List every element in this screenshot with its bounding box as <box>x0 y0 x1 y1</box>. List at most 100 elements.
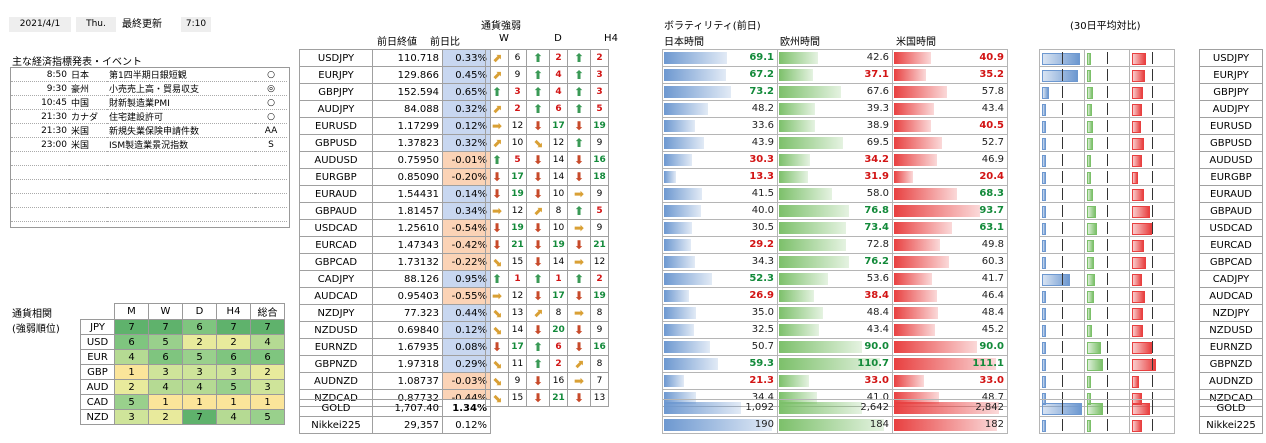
avg30-bar <box>1087 172 1091 184</box>
strength-score: 10 <box>549 185 568 203</box>
avg30-eu <box>1084 83 1130 101</box>
avg30-eu <box>1084 399 1130 417</box>
avg30-marker <box>1107 86 1108 98</box>
vol-us-bar <box>894 239 940 251</box>
correlation-currency: CAD <box>80 394 115 410</box>
strength-score: 11 <box>508 355 527 373</box>
vol-eu-bar <box>779 239 846 251</box>
vol-jp: 35.0 <box>662 304 778 322</box>
vol-us-bar <box>894 324 936 336</box>
correlation-row: AUD 2 4 4 5 3 <box>80 379 285 395</box>
avg30-us <box>1129 134 1175 152</box>
avg30-bar <box>1132 420 1142 432</box>
pair-name: EURCAD <box>299 236 373 254</box>
price-row: GBPAUD 1.81457 0.34% <box>299 202 491 220</box>
correlation-currency: USD <box>80 334 115 350</box>
event-country <box>69 207 107 222</box>
avg30-bar <box>1087 189 1093 201</box>
avg30-bar <box>1132 121 1142 133</box>
price-table: USDJPY 110.718 0.33% EURJPY 129.866 0.45% GBPJ… <box>299 49 491 407</box>
vol-us-bar <box>894 341 977 353</box>
change-value: 0.65% <box>442 83 491 101</box>
change-value: 0.33% <box>442 49 491 67</box>
price-row: AUDCAD 0.95403 -0.55% <box>299 287 491 305</box>
vol-eu: 69.5 <box>777 134 893 152</box>
avg30-marker <box>1062 358 1063 370</box>
avg30-bar <box>1087 308 1092 320</box>
trend-arrow-icon: ⬇ <box>485 236 509 254</box>
vol-us-bar <box>894 402 999 414</box>
pair-name: Nikkei225 <box>299 416 373 434</box>
vol-jp-bar <box>664 239 691 251</box>
avg30-us <box>1129 399 1175 417</box>
trend-arrow-icon: ➡ <box>567 372 591 390</box>
avg30-marker <box>1107 324 1108 336</box>
strength-score: 12 <box>590 253 609 271</box>
pair-label: CADJPY <box>1199 270 1263 288</box>
correlation-corner <box>81 304 115 320</box>
vol-us: 46.4 <box>892 287 1008 305</box>
correlation-rank: 6 <box>114 334 149 350</box>
avg30-bar <box>1042 274 1070 286</box>
pair-name: USDCAD <box>299 219 373 237</box>
avg30-bar <box>1132 325 1143 337</box>
avg30-marker <box>1107 222 1108 234</box>
vol-us-value: 111.1 <box>972 358 1004 369</box>
vol-us-bar <box>894 154 937 166</box>
strength-score: 3 <box>590 66 609 84</box>
event-name: 住宅建設許可 <box>107 109 255 124</box>
avg30-bar <box>1042 420 1046 432</box>
vol-jp-value: 67.2 <box>749 69 774 80</box>
strength-score: 19 <box>549 236 568 254</box>
correlation-rank: 1 <box>182 394 217 410</box>
price-extra-table: GOLD 1,707.40 1.34% Nikkei225 29,357 0.12% <box>299 399 491 434</box>
change-value: 0.08% <box>442 338 491 356</box>
avg30-row <box>1039 338 1175 356</box>
pair-label: EURJPY <box>1199 66 1263 84</box>
strength-title: 通貨強弱 <box>481 21 521 32</box>
trend-arrow-icon: ⬆ <box>526 66 550 84</box>
avg30-bar <box>1132 240 1144 252</box>
events-panel: 8:50 日本 第1四半期日銀短観 ○ 9:30 豪州 小売売上高・貿易収支 ◎ 10:45 中国… <box>10 67 290 228</box>
vol-us-bar <box>894 273 933 285</box>
avg30-marker <box>1062 120 1063 132</box>
event-row: 10:45 中国 財新製造業PMI ○ <box>11 95 287 110</box>
vol-eu: 110.7 <box>777 355 893 373</box>
strength-score: 14 <box>549 253 568 271</box>
strength-row: ⬆ 3 ⬆ 4 ⬆ 3 <box>485 83 609 101</box>
avg30-us <box>1129 185 1175 203</box>
strength-row: ⬇ 17 ⬇ 14 ⬇ 18 <box>485 168 609 186</box>
volatility-row: 21.3 33.0 33.0 <box>662 372 1008 390</box>
trend-arrow-icon: ⬇ <box>526 321 550 339</box>
avg30-eu <box>1084 236 1130 254</box>
correlation-rank: 1 <box>250 394 285 410</box>
vol-eu: 34.2 <box>777 151 893 169</box>
vol-us: 41.7 <box>892 270 1008 288</box>
vol-eu-bar <box>779 154 811 166</box>
event-name <box>107 207 255 222</box>
strength-header-d: D <box>554 33 562 44</box>
vol-us-value: 48.4 <box>981 307 1004 318</box>
vol-eu: 38.4 <box>777 287 893 305</box>
vol-us-bar <box>894 171 913 183</box>
avg30-bar <box>1042 240 1046 252</box>
strength-score: 8 <box>590 355 609 373</box>
correlation-rank: 4 <box>250 334 285 350</box>
vol-jp-value: 29.2 <box>749 239 774 250</box>
correlation-rank: 7 <box>114 319 149 335</box>
avg30-bar <box>1042 291 1046 303</box>
strength-row: ⬈ 9 ⬆ 4 ⬆ 3 <box>485 66 609 84</box>
trend-arrow-icon: ⬊ <box>485 372 509 390</box>
vol-us: 90.0 <box>892 338 1008 356</box>
vol-jp-bar <box>664 324 694 336</box>
event-row <box>11 179 287 194</box>
event-row: 21:30 カナダ 住宅建設許可 ○ <box>11 109 287 124</box>
strength-row: ⬊ 15 ⬇ 14 ➡ 12 <box>485 253 609 271</box>
pair-label: AUDUSD <box>1199 151 1263 169</box>
vol-jp-value: 32.5 <box>751 324 774 335</box>
avg30-bar <box>1042 206 1046 218</box>
avg30-eu <box>1084 321 1130 339</box>
trend-arrow-icon: ⬆ <box>567 83 591 101</box>
date-box: 2021/4/1 <box>9 17 71 32</box>
event-time: 21:30 <box>11 109 69 124</box>
